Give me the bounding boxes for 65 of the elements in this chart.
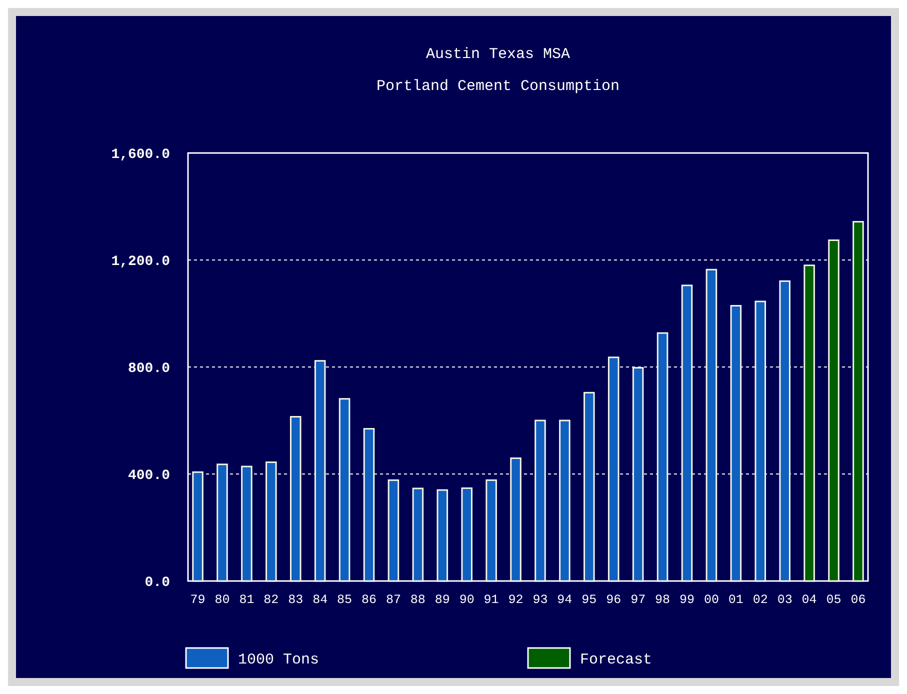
bar	[681, 284, 693, 582]
x-tick-label: 82	[264, 593, 279, 607]
bar	[510, 457, 522, 582]
x-tick-label: 86	[362, 593, 377, 607]
x-tick-label: 94	[557, 593, 572, 607]
bar	[266, 461, 277, 582]
x-tick-label: 87	[386, 593, 401, 607]
chart-title: Austin Texas MSA	[426, 46, 570, 63]
x-tick-label: 84	[312, 593, 328, 607]
bar	[388, 479, 400, 582]
y-tick-label: 1,200.0	[111, 254, 170, 270]
bar	[804, 264, 815, 582]
y-tick-label: 800.0	[128, 360, 170, 377]
x-tick-label: 97	[630, 593, 646, 607]
bar	[608, 356, 620, 582]
x-tick-label: 91	[484, 593, 499, 607]
bar	[730, 304, 742, 582]
bar	[436, 489, 448, 582]
bar	[852, 220, 864, 582]
bar	[754, 300, 766, 582]
x-tick-label: 96	[606, 593, 622, 607]
bar	[779, 280, 790, 582]
x-tick-label: 90	[459, 593, 474, 607]
bar	[461, 487, 472, 582]
x-tick-label: 95	[582, 593, 597, 607]
x-tick-label: 98	[655, 593, 670, 607]
x-tick-label: 80	[214, 593, 230, 607]
x-tick-label: 88	[410, 593, 426, 607]
bar	[363, 428, 375, 582]
bar	[632, 367, 644, 582]
x-tick-label: 00	[704, 593, 719, 607]
x-tick-label: 04	[802, 593, 817, 607]
legend-label: 1000 Tons	[238, 651, 320, 668]
y-tick-label: 400.0	[128, 468, 170, 484]
x-tick-label: 02	[752, 593, 768, 607]
bar	[656, 332, 668, 582]
bar	[314, 360, 326, 582]
bar	[216, 464, 228, 582]
bar	[338, 398, 350, 582]
x-tick-label: 06	[850, 593, 866, 607]
bar	[828, 239, 840, 582]
bar	[412, 488, 424, 582]
bar	[534, 420, 546, 582]
x-tick-label: 79	[190, 593, 206, 607]
bar	[706, 268, 718, 582]
x-tick-label: 99	[679, 593, 694, 607]
y-tick-label: 0.0	[144, 574, 170, 591]
x-tick-label: 01	[728, 593, 744, 607]
chart-subtitle: Portland Cement Consumption	[376, 78, 620, 95]
y-tick-label: 1,600.0	[111, 146, 170, 163]
x-tick-label: 85	[337, 593, 352, 607]
x-tick-label: 03	[777, 593, 792, 607]
bar	[290, 416, 302, 582]
bar	[241, 466, 252, 582]
bar	[192, 471, 204, 582]
x-tick-label: 05	[826, 593, 842, 607]
legend-label: Forecast	[580, 651, 652, 668]
x-tick-label: 89	[434, 593, 450, 607]
bar	[559, 420, 570, 582]
x-tick-label: 81	[239, 593, 254, 607]
x-tick-label: 92	[508, 593, 524, 607]
x-tick-label: 83	[288, 593, 304, 607]
bar	[486, 479, 497, 582]
x-tick-label: 93	[532, 593, 548, 607]
bar	[584, 392, 595, 582]
